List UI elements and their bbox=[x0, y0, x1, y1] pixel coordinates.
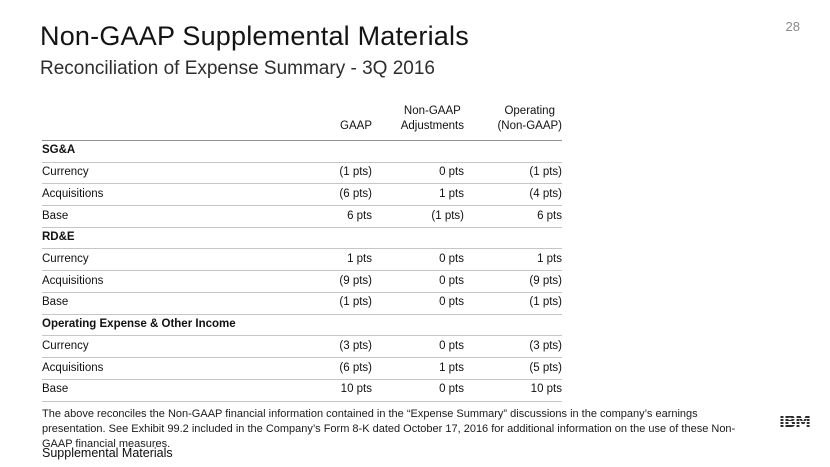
cell-operating: (4 pts) bbox=[464, 183, 562, 207]
row-label: Base bbox=[42, 292, 297, 315]
cell-gaap: (1 pts) bbox=[297, 292, 372, 315]
cell-gaap: (6 pts) bbox=[297, 183, 372, 207]
header-gaap: GAAP bbox=[297, 104, 372, 141]
slide-title: Non-GAAP Supplemental Materials bbox=[40, 21, 469, 51]
cell-operating: 1 pts bbox=[464, 248, 562, 272]
ibm-logo-icon: IBM bbox=[779, 412, 811, 431]
cell-operating: 6 pts bbox=[464, 205, 562, 228]
table-header-row: GAAP Non-GAAP Adjustments Operating (Non… bbox=[42, 104, 562, 141]
cell-adjustments: 0 pts bbox=[372, 270, 464, 293]
cell-adjustments: 0 pts bbox=[372, 162, 464, 185]
header-gaap-label: GAAP bbox=[340, 119, 372, 132]
table-row: Acquisitions (6 pts) 1 pts (5 pts) bbox=[42, 357, 562, 380]
footer-label: Supplemental Materials bbox=[42, 446, 173, 460]
row-label: Currency bbox=[42, 162, 297, 185]
cell-operating: (5 pts) bbox=[464, 357, 562, 380]
cell-adjustments: 1 pts bbox=[372, 357, 464, 380]
section-header-row: Operating Expense & Other Income bbox=[42, 314, 562, 337]
section-header-label: RD&E bbox=[42, 227, 562, 250]
cell-operating: 10 pts bbox=[464, 379, 562, 402]
row-label: Currency bbox=[42, 248, 297, 272]
cell-adjustments: (1 pts) bbox=[372, 205, 464, 228]
row-label: Base bbox=[42, 379, 297, 402]
table-row: Currency (1 pts) 0 pts (1 pts) bbox=[42, 162, 562, 185]
page-number: 28 bbox=[785, 19, 800, 34]
header-nongaap-adjustments-label: Non-GAAP Adjustments bbox=[400, 105, 464, 132]
row-label: Acquisitions bbox=[42, 357, 297, 380]
row-label: Acquisitions bbox=[42, 183, 297, 207]
expense-table: GAAP Non-GAAP Adjustments Operating (Non… bbox=[42, 104, 562, 402]
cell-gaap: (6 pts) bbox=[297, 357, 372, 380]
ibm-logo: IBM bbox=[779, 404, 815, 434]
footnote: The above reconciles the Non-GAAP financ… bbox=[42, 408, 736, 450]
header-nongaap-adjustments: Non-GAAP Adjustments bbox=[372, 104, 464, 141]
cell-gaap: (9 pts) bbox=[297, 270, 372, 293]
cell-adjustments: 0 pts bbox=[372, 379, 464, 402]
table-row: Currency (3 pts) 0 pts (3 pts) bbox=[42, 335, 562, 359]
table-row: Base 6 pts (1 pts) 6 pts bbox=[42, 205, 562, 228]
header-empty bbox=[42, 104, 297, 141]
table-row: Base 10 pts 0 pts 10 pts bbox=[42, 379, 562, 402]
cell-adjustments: 1 pts bbox=[372, 183, 464, 207]
cell-operating: (1 pts) bbox=[464, 162, 562, 185]
table-body: SG&A Currency (1 pts) 0 pts (1 pts) Acquisiti… bbox=[42, 140, 562, 402]
table-row: Currency 1 pts 0 pts 1 pts bbox=[42, 248, 562, 272]
section-header-row: SG&A bbox=[42, 140, 562, 163]
cell-adjustments: 0 pts bbox=[372, 292, 464, 315]
row-label: Currency bbox=[42, 335, 297, 359]
slide-subtitle: Reconciliation of Expense Summary - 3Q 2… bbox=[40, 58, 435, 79]
table-row: Acquisitions (9 pts) 0 pts (9 pts) bbox=[42, 270, 562, 293]
cell-adjustments: 0 pts bbox=[372, 248, 464, 272]
table-row: Base (1 pts) 0 pts (1 pts) bbox=[42, 292, 562, 315]
cell-gaap: (3 pts) bbox=[297, 335, 372, 359]
cell-gaap: 1 pts bbox=[297, 248, 372, 272]
table-row: Acquisitions (6 pts) 1 pts (4 pts) bbox=[42, 183, 562, 207]
header-operating-nongaap-label: Operating (Non-GAAP) bbox=[497, 105, 562, 132]
cell-adjustments: 0 pts bbox=[372, 335, 464, 359]
cell-operating: (1 pts) bbox=[464, 292, 562, 315]
section-header-label: SG&A bbox=[42, 140, 562, 163]
header-operating-nongaap: Operating (Non-GAAP) bbox=[464, 104, 562, 141]
section-header-row: RD&E bbox=[42, 227, 562, 250]
row-label: Base bbox=[42, 205, 297, 228]
svg-text:IBM: IBM bbox=[779, 412, 810, 431]
row-label: Acquisitions bbox=[42, 270, 297, 293]
cell-gaap: 10 pts bbox=[297, 379, 372, 402]
section-header-label: Operating Expense & Other Income bbox=[42, 314, 562, 337]
cell-gaap: (1 pts) bbox=[297, 162, 372, 185]
cell-operating: (3 pts) bbox=[464, 335, 562, 359]
cell-gaap: 6 pts bbox=[297, 205, 372, 228]
cell-operating: (9 pts) bbox=[464, 270, 562, 293]
